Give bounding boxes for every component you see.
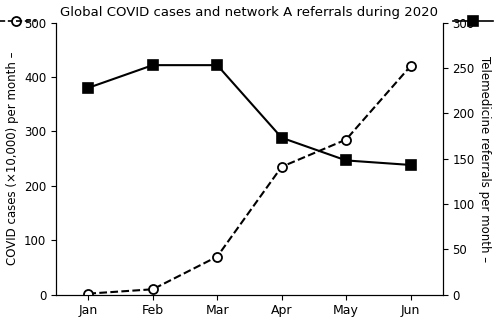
Title: Global COVID cases and network A referrals during 2020: Global COVID cases and network A referra… bbox=[61, 5, 438, 18]
Y-axis label: COVID cases (×10,000) per month –: COVID cases (×10,000) per month – bbox=[5, 52, 18, 266]
Y-axis label: Telemedicine referrals per month –: Telemedicine referrals per month – bbox=[479, 56, 492, 262]
